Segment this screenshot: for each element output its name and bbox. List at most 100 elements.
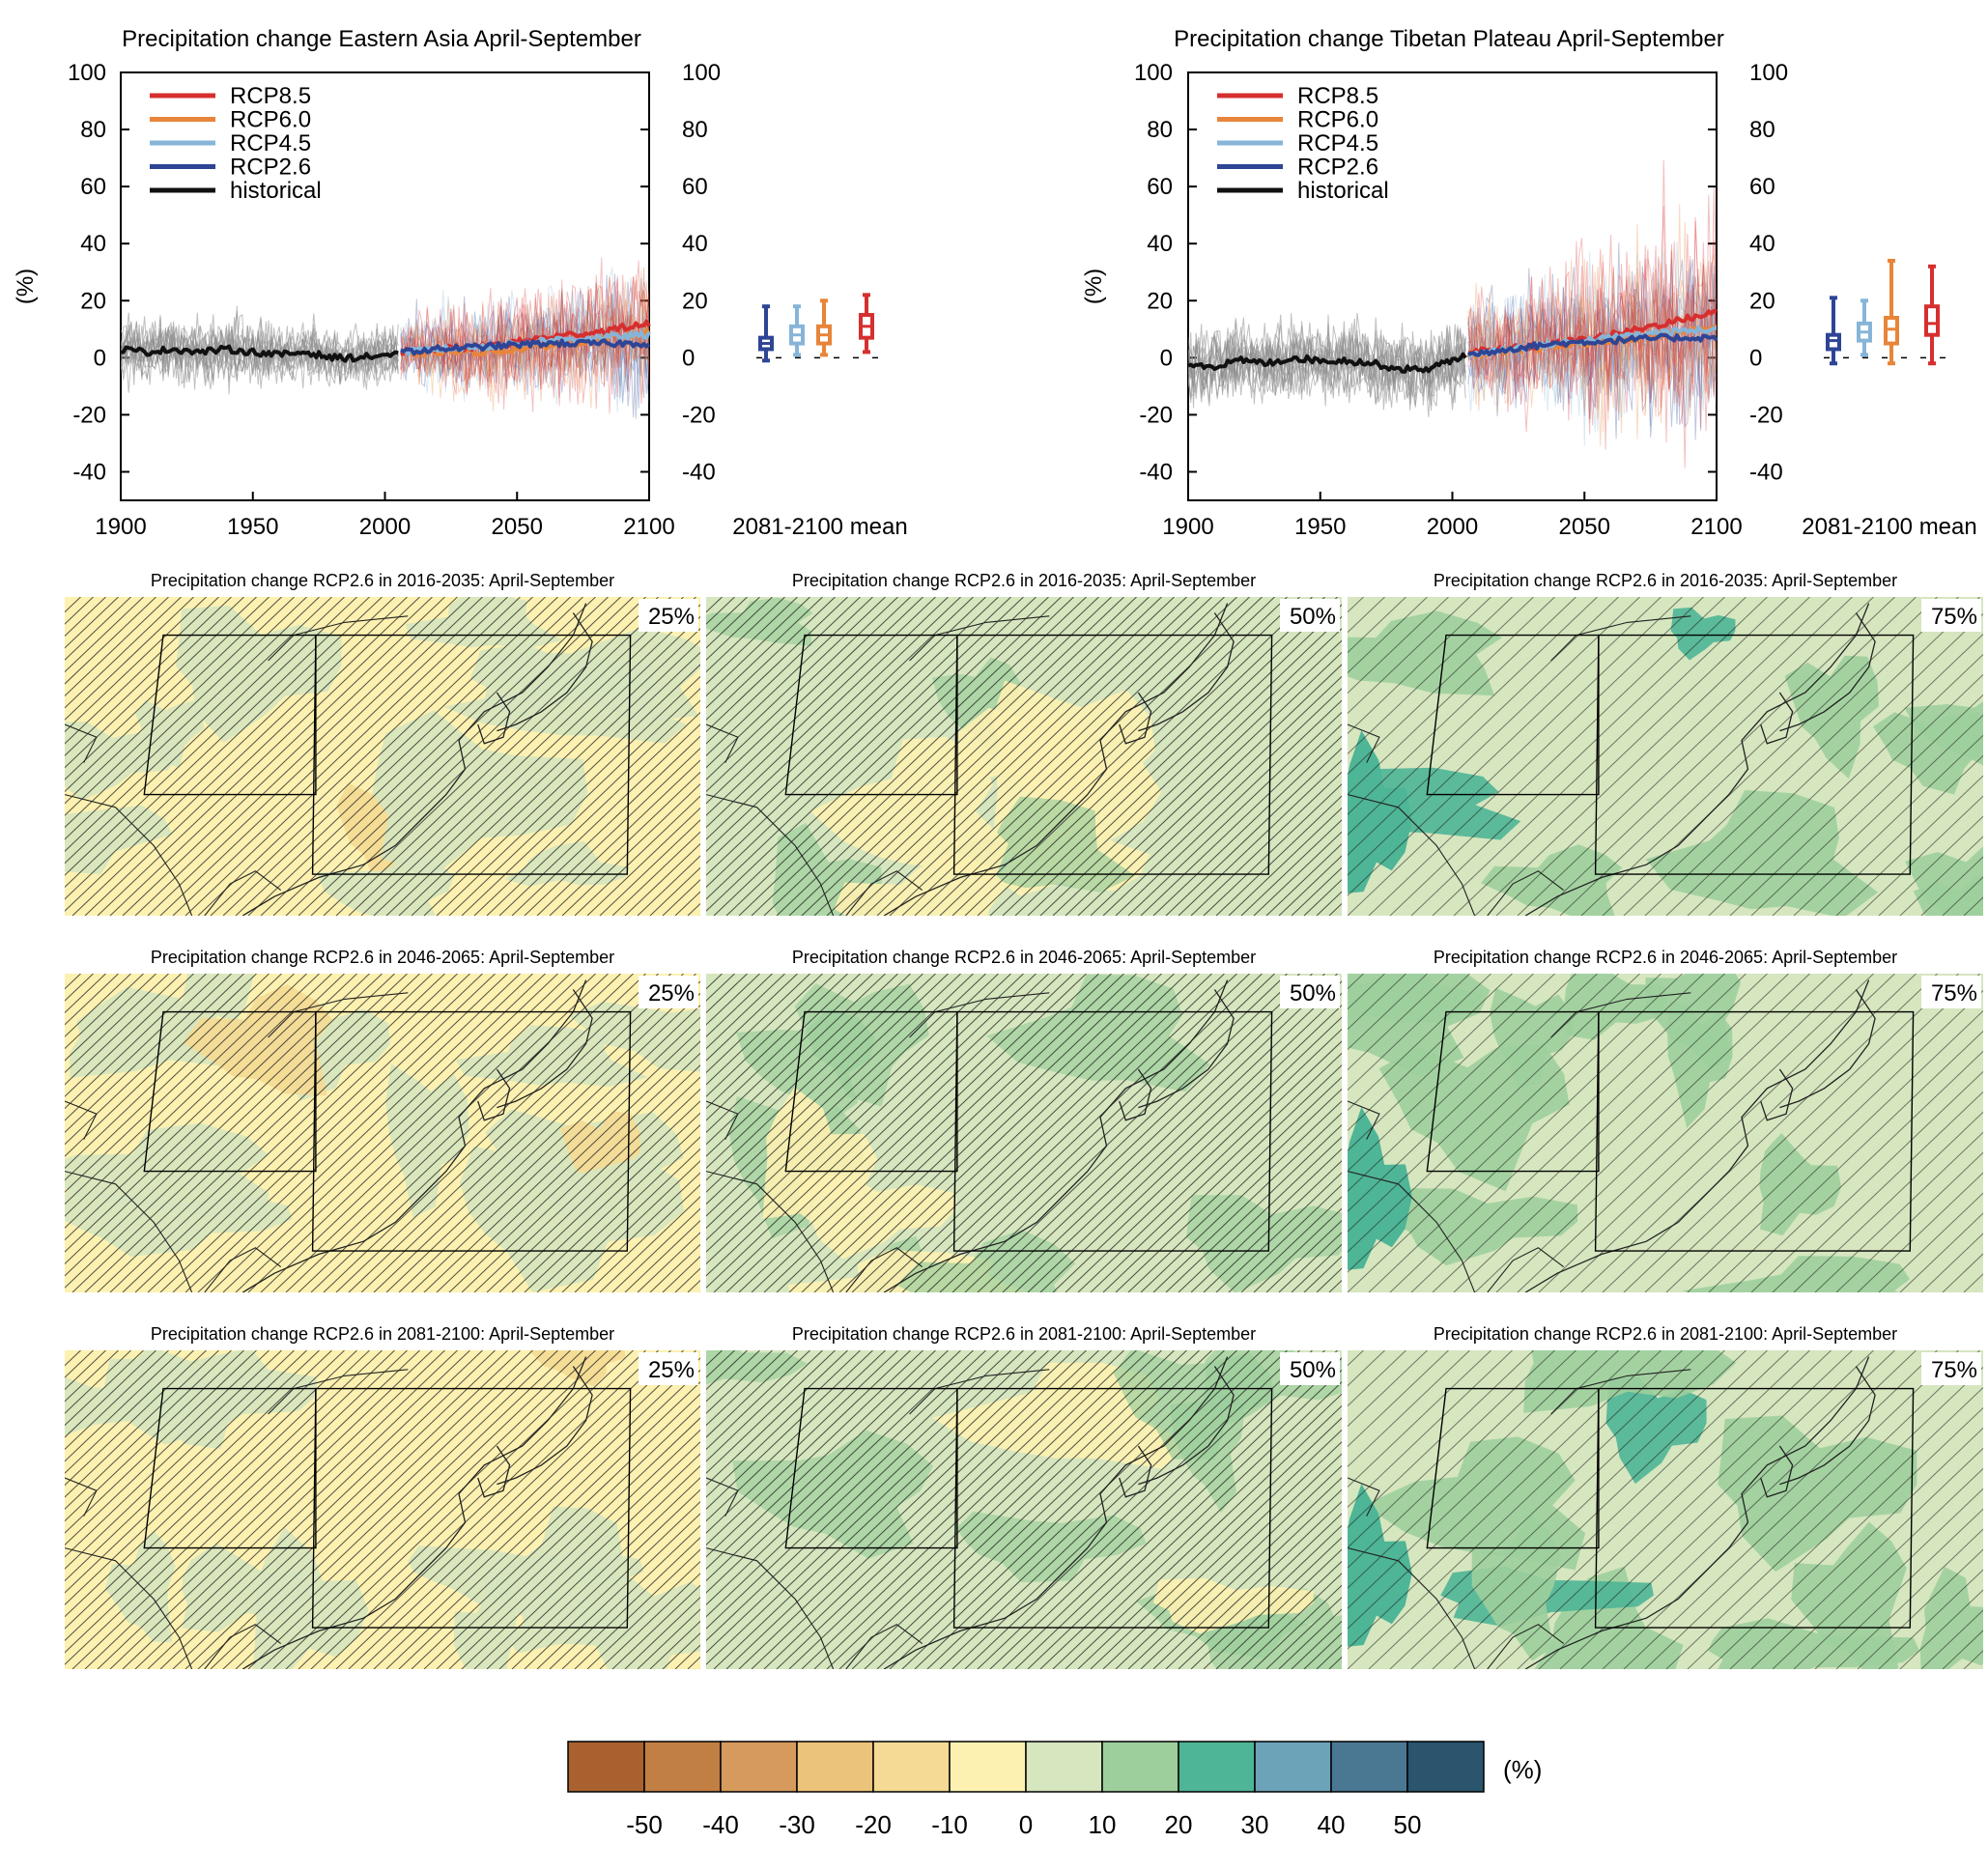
colorbar-swatch	[1025, 1741, 1103, 1793]
hatch-line	[706, 1350, 974, 1606]
hatch-line	[65, 1350, 270, 1546]
y-tick-label: 100	[68, 60, 106, 86]
hatch-line	[738, 597, 1074, 916]
border-line	[268, 615, 409, 662]
map-title: Precipitation change RCP2.6 in 2081-2100…	[151, 1324, 614, 1344]
hatch-line	[222, 1350, 558, 1669]
map-title: Precipitation change RCP2.6 in 2016-2035…	[1434, 571, 1897, 590]
y-tick-label-right: 40	[1749, 231, 1775, 257]
hatch-line	[260, 597, 596, 916]
region-box-eastern-asia	[311, 1387, 632, 1629]
border-line	[1348, 794, 1476, 916]
map-anomaly-area	[1919, 1567, 1983, 1669]
hatch-line	[335, 974, 671, 1292]
hatch-line	[1538, 1350, 1874, 1669]
border-line	[1348, 1547, 1476, 1669]
boxplot-label: 2081-2100 mean	[732, 514, 907, 540]
hatch-line	[1495, 974, 1832, 1292]
border-line	[706, 1171, 835, 1292]
ensemble-members	[1188, 159, 1717, 468]
hatch-line	[561, 1537, 700, 1669]
hatch-line	[1348, 597, 1491, 735]
hatch-line	[1348, 1350, 1555, 1548]
map-title: Precipitation change RCP2.6 in 2046-2065…	[1434, 948, 1897, 967]
hatch-line	[65, 974, 357, 1253]
y-tick-label: 40	[80, 231, 106, 257]
hatch-line	[977, 974, 1313, 1292]
hatch-line	[65, 1350, 370, 1642]
hatch-line	[1278, 1608, 1342, 1669]
hatch-line	[1920, 1609, 1983, 1669]
hatch-line	[1878, 815, 1983, 916]
hatch-line	[1115, 1076, 1342, 1292]
hatch-line	[706, 597, 773, 661]
hatch-line	[423, 1404, 700, 1669]
y-tick-label: 20	[80, 288, 106, 314]
coastline	[497, 989, 593, 1109]
hatch-line	[524, 1500, 700, 1669]
box-body	[1924, 304, 1940, 337]
hatch-line	[1878, 1192, 1983, 1292]
hatch-line	[65, 1350, 232, 1510]
hatch-line	[65, 974, 207, 1110]
hatch-line	[1348, 597, 1619, 856]
hatch-line	[1348, 974, 1513, 1132]
y-tick-label: 80	[80, 117, 106, 143]
hatch-line	[549, 1524, 700, 1669]
hatch-line	[939, 1350, 1275, 1669]
hatch-line	[706, 974, 861, 1121]
y-tick-label-right: -20	[682, 402, 716, 428]
hatch-line	[1348, 1350, 1449, 1448]
hatch-line	[637, 855, 700, 916]
map-field	[706, 597, 1342, 916]
map-panel: Precipitation change RCP2.6 in 2046-2065…	[65, 948, 700, 1292]
hatch-line	[285, 974, 621, 1292]
hatch-line	[373, 604, 700, 916]
hatch-line	[247, 974, 583, 1292]
hatch-line	[586, 807, 700, 916]
hatch-line	[524, 747, 700, 916]
map-panel: Precipitation change RCP2.6 in 2016-2035…	[65, 571, 700, 916]
hatch-line	[398, 628, 700, 916]
hatch-line	[159, 974, 496, 1292]
hatch-line	[706, 974, 898, 1157]
hatch-line	[1602, 1350, 1938, 1669]
hatch-line	[1793, 1111, 1983, 1292]
hatch-line	[1538, 597, 1874, 916]
border-line	[1487, 1624, 1565, 1669]
coastline	[477, 1445, 511, 1498]
hatch-line	[989, 597, 1325, 916]
hatch-line	[65, 1350, 144, 1427]
region-box-tibetan-plateau	[143, 634, 317, 796]
hatch-line	[1348, 597, 1576, 815]
hatch-line	[599, 819, 700, 916]
hatch-line	[964, 597, 1300, 916]
hatch-line	[706, 597, 798, 685]
region-box-tibetan-plateau	[784, 634, 958, 796]
hatch-line	[1077, 1040, 1342, 1292]
colorbar-tick-label: 50	[1394, 1810, 1422, 1839]
hatch-line	[813, 974, 1150, 1292]
hatch-line	[498, 1477, 700, 1669]
hatch-line	[65, 1350, 219, 1498]
hatch-line	[1140, 1477, 1342, 1669]
hatch-line	[84, 974, 420, 1292]
hatch-line	[889, 1350, 1225, 1669]
percentile-box	[639, 1352, 698, 1385]
coastline	[241, 1356, 587, 1669]
hatch-line	[1278, 1232, 1342, 1292]
hatch-line	[637, 1232, 700, 1292]
hatch-line	[1077, 664, 1342, 916]
hatch-line	[1750, 694, 1983, 916]
hatch-line	[1835, 775, 1983, 916]
hatch-line	[1348, 597, 1661, 896]
hatch-line	[65, 597, 232, 756]
hatch-line	[1027, 992, 1342, 1292]
border-line	[845, 1624, 923, 1669]
hatch-line	[1014, 980, 1342, 1292]
hatch-line	[706, 597, 886, 769]
hatch-line	[1065, 651, 1342, 916]
border-line	[1550, 1369, 1691, 1415]
hatch-line	[335, 597, 671, 916]
ensemble-line	[1467, 159, 1717, 468]
